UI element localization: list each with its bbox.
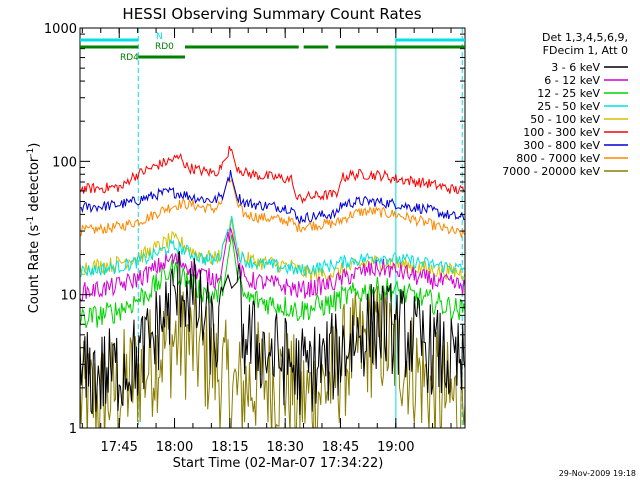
y-axis-label-end: ): [27, 143, 42, 148]
y-axis-label-sup1: -1: [26, 216, 36, 225]
x-tick-label-2: 18:15: [211, 440, 248, 455]
x-tick-label-0: 17:45: [100, 440, 137, 455]
legend-label-6: 300 - 800 keV: [523, 139, 600, 152]
series-line-3: [80, 215, 465, 278]
legend-label-2: 12 - 25 keV: [537, 87, 600, 100]
chart-title: HESSI Observing Summary Count Rates: [122, 5, 421, 23]
state-bar-label-2: RD4: [120, 53, 139, 63]
series-line-5: [80, 145, 465, 205]
legend-label-0: 3 - 6 keV: [551, 61, 600, 74]
y-tick-label-2: 100: [52, 155, 77, 170]
y-axis-label: Count Rate (s-1 detector-1): [26, 143, 42, 314]
state-bar-label-1: RD0: [155, 42, 174, 52]
y-tick-label-1: 10: [60, 289, 77, 304]
x-tick-label-3: 18:30: [266, 440, 303, 455]
legend: Det 1,3,4,5,6,9, FDecim 1, Att 0 3 - 6 k…: [502, 31, 628, 178]
series-line-6: [80, 170, 465, 225]
y-tick-label-3: 1000: [44, 22, 77, 37]
legend-header-line1: Det 1,3,4,5,6,9,: [542, 31, 628, 44]
y-axis-label-sup2: -1: [26, 148, 36, 157]
legend-label-5: 100 - 300 keV: [523, 126, 600, 139]
legend-label-7: 800 - 7000 keV: [516, 152, 600, 165]
x-tick-label-5: 19:00: [377, 440, 414, 455]
y-axis-label-mid: detector: [27, 156, 42, 216]
series-line-0: [80, 250, 465, 415]
x-tick-label-1: 18:00: [156, 440, 193, 455]
x-axis: 17:45 18:00 18:15 18:30 18:45 19:00: [81, 28, 452, 455]
y-tick-label-0: 1: [69, 422, 77, 437]
series-line-7: [80, 177, 465, 238]
state-bar-label-0: N: [156, 32, 163, 42]
y-axis-label-main: Count Rate (s: [27, 225, 42, 314]
generation-timestamp: 29-Nov-2009 19:18: [559, 469, 636, 478]
series-line-1: [80, 227, 465, 302]
legend-label-4: 50 - 100 keV: [530, 113, 600, 126]
legend-label-8: 7000 - 20000 keV: [502, 165, 600, 178]
plot-area: [80, 28, 465, 428]
legend-label-1: 6 - 12 keV: [544, 74, 600, 87]
legend-header-line2: FDecim 1, Att 0: [543, 44, 628, 57]
plot-frame: [79, 27, 466, 429]
series-line-2: [80, 234, 465, 329]
x-tick-label-4: 18:45: [322, 440, 359, 455]
legend-label-3: 25 - 50 keV: [537, 100, 600, 113]
x-axis-label: Start Time (02-Mar-07 17:34:22): [173, 456, 384, 471]
